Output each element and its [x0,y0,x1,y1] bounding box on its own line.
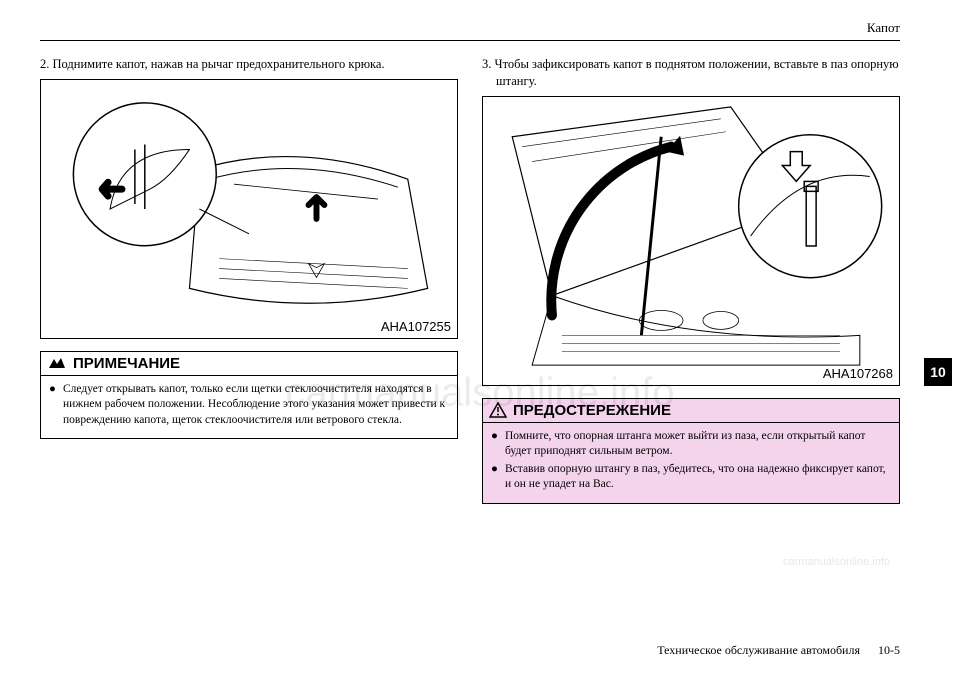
warn-head: ПРЕДОСТЕРЕЖЕНИЕ [483,399,899,423]
footer: Техническое обслуживание автомобиля 10-5 [657,643,900,658]
hood-latch-illustration [41,80,457,338]
note-icon [47,356,67,370]
note-item-text: Следует открывать капот, только если щет… [63,382,449,429]
chapter-tab: 10 [924,358,952,386]
figure-left: AHA107255 [40,79,458,339]
warn-item-text: Вставив опорную штангу в паз, убедитесь,… [505,462,891,493]
note-box: ПРИМЕЧАНИЕ ● Следует открывать капот, то… [40,351,458,440]
footer-section: Техническое обслуживание автомобиля [657,643,860,657]
bullet-dot: ● [491,462,501,493]
note-head-text: ПРИМЕЧАНИЕ [73,355,180,372]
warning-icon [489,402,507,418]
header-rule [40,40,900,41]
left-column: 2. Поднимите капот, нажав на рычаг предо… [40,56,458,504]
figure-left-label: AHA107255 [381,319,451,334]
bullet-dot: ● [49,382,59,429]
warn-item: ● Помните, что опорная штанга может выйт… [491,429,891,460]
figure-right-label: AHA107268 [823,366,893,381]
prop-rod-illustration [483,97,899,385]
right-column: 3. Чтобы зафиксировать капот в поднятом … [482,56,900,504]
warn-item: ● Вставив опорную штангу в паз, убедитес… [491,462,891,493]
warn-box: ПРЕДОСТЕРЕЖЕНИЕ ● Помните, что опорная ш… [482,398,900,504]
warn-item-text: Помните, что опорная штанга может выйти … [505,429,891,460]
step-2-text: 2. Поднимите капот, нажав на рычаг предо… [40,56,458,73]
figure-right: AHA107268 [482,96,900,386]
warn-head-text: ПРЕДОСТЕРЕЖЕНИЕ [513,402,671,419]
note-item: ● Следует открывать капот, только если щ… [49,382,449,429]
note-body: ● Следует открывать капот, только если щ… [41,376,457,439]
step-3-text: 3. Чтобы зафиксировать капот в поднятом … [482,56,900,90]
bullet-dot: ● [491,429,501,460]
warn-body: ● Помните, что опорная штанга может выйт… [483,423,899,503]
note-head: ПРИМЕЧАНИЕ [41,352,457,376]
header-title: Капот [867,20,900,36]
footer-page: 10-5 [878,643,900,657]
